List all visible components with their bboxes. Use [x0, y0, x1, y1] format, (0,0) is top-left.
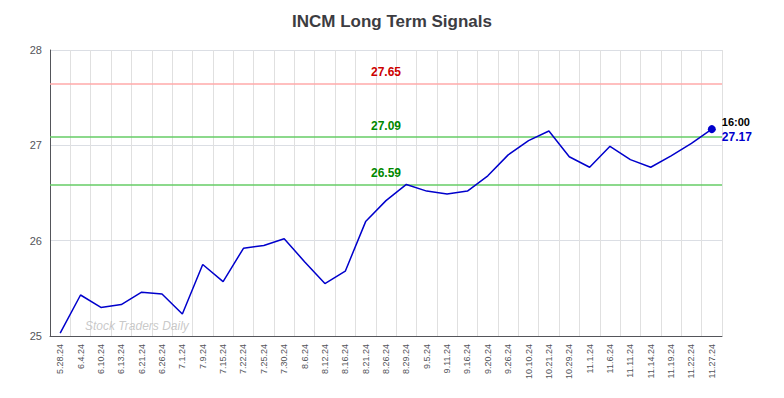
svg-text:9.16.24: 9.16.24	[462, 344, 472, 374]
svg-text:8.29.24: 8.29.24	[401, 344, 411, 374]
svg-text:6.4.24: 6.4.24	[76, 344, 86, 369]
svg-text:7.25.24: 7.25.24	[259, 344, 269, 374]
svg-text:27.17: 27.17	[722, 130, 752, 144]
svg-text:11.19.24: 11.19.24	[666, 344, 676, 378]
svg-text:8.6.24: 8.6.24	[300, 344, 310, 369]
svg-text:8.12.24: 8.12.24	[320, 344, 330, 374]
svg-text:11.6.24: 11.6.24	[605, 344, 615, 373]
svg-text:Stock Traders Daily: Stock Traders Daily	[85, 319, 190, 333]
svg-text:27.65: 27.65	[371, 65, 401, 79]
svg-text:8.26.24: 8.26.24	[381, 344, 391, 374]
svg-text:6.13.24: 6.13.24	[116, 344, 126, 374]
svg-text:25: 25	[30, 330, 42, 342]
svg-text:7.22.24: 7.22.24	[238, 344, 248, 374]
svg-text:16:00: 16:00	[722, 116, 750, 128]
svg-text:6.21.24: 6.21.24	[137, 344, 147, 374]
svg-text:9.20.24: 9.20.24	[483, 344, 493, 374]
svg-text:11.11.24: 11.11.24	[625, 344, 635, 378]
svg-text:11.22.24: 11.22.24	[686, 344, 696, 378]
svg-text:28: 28	[30, 44, 42, 56]
svg-text:7.1.24: 7.1.24	[177, 344, 187, 369]
svg-text:10.10.24: 10.10.24	[524, 344, 534, 379]
svg-text:27.09: 27.09	[371, 119, 401, 133]
svg-text:26.59: 26.59	[371, 166, 401, 180]
svg-text:26: 26	[30, 235, 42, 247]
svg-text:9.5.24: 9.5.24	[422, 344, 432, 369]
svg-text:27: 27	[30, 139, 42, 151]
svg-text:11.14.24: 11.14.24	[646, 344, 656, 378]
svg-text:7.9.24: 7.9.24	[198, 344, 208, 369]
svg-text:6.10.24: 6.10.24	[96, 344, 106, 374]
svg-text:10.29.24: 10.29.24	[564, 344, 574, 379]
svg-text:9.11.24: 9.11.24	[442, 344, 452, 373]
svg-text:9.26.24: 9.26.24	[503, 344, 513, 374]
svg-text:10.21.24: 10.21.24	[544, 344, 554, 379]
svg-text:7.15.24: 7.15.24	[218, 344, 228, 374]
svg-text:8.16.24: 8.16.24	[340, 344, 350, 374]
svg-text:11.1.24: 11.1.24	[585, 344, 595, 373]
svg-text:6.26.24: 6.26.24	[157, 344, 167, 374]
svg-text:11.27.24: 11.27.24	[707, 344, 717, 378]
svg-text:8.21.24: 8.21.24	[361, 344, 371, 374]
svg-text:5.28.24: 5.28.24	[55, 344, 65, 374]
svg-text:7.30.24: 7.30.24	[279, 344, 289, 374]
svg-text:INCM Long Term Signals: INCM Long Term Signals	[292, 12, 492, 31]
